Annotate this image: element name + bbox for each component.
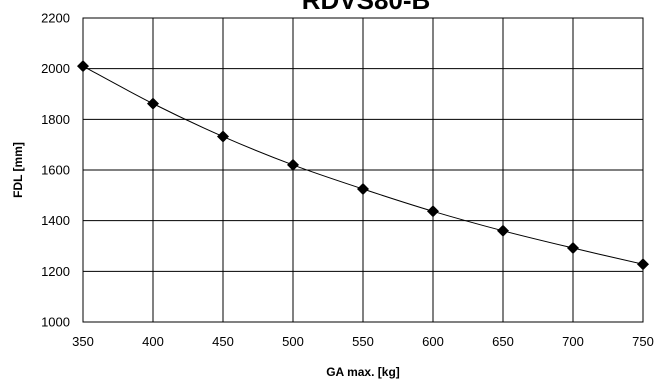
y-tick-label: 1400 xyxy=(41,213,70,228)
x-tick-label: 700 xyxy=(562,334,584,349)
data-point-marker xyxy=(217,130,229,143)
x-axis-label: GA max. [kg] xyxy=(326,365,400,379)
data-point-marker xyxy=(427,205,439,218)
x-tick-label: 550 xyxy=(352,334,374,349)
grid xyxy=(82,17,644,323)
y-tick-label: 2000 xyxy=(41,61,70,76)
data-point-marker xyxy=(287,158,299,171)
y-tick-label: 1600 xyxy=(41,163,70,178)
y-tick-label: 1200 xyxy=(41,264,70,279)
data-point-marker xyxy=(147,97,159,110)
y-tick-label: 1800 xyxy=(41,112,70,127)
x-tick-label: 400 xyxy=(142,334,164,349)
y-tick-label: 1000 xyxy=(41,315,70,330)
data-point-marker xyxy=(567,242,579,255)
y-tick-label: 2200 xyxy=(41,11,70,26)
x-tick-label: 650 xyxy=(492,334,514,349)
x-tick-label: 450 xyxy=(212,334,234,349)
y-tick-labels: 1000 1200 1400 1600 1800 2000 2200 xyxy=(41,11,70,330)
chart-title: RDVS80-B xyxy=(302,0,431,15)
x-tick-label: 500 xyxy=(282,334,304,349)
data-point-marker xyxy=(357,183,369,195)
data-point-marker xyxy=(637,258,649,271)
x-tick-label: 600 xyxy=(422,334,444,349)
data-point-marker xyxy=(77,60,89,73)
x-tick-labels: 350 400 450 500 550 600 650 700 750 xyxy=(72,334,654,349)
x-tick-label: 350 xyxy=(72,334,94,349)
y-axis-label: FDL [mm] xyxy=(11,142,25,198)
data-point-marker xyxy=(497,224,509,237)
x-tick-label: 750 xyxy=(632,334,654,349)
series-group xyxy=(77,60,649,271)
plot-area xyxy=(82,17,644,323)
